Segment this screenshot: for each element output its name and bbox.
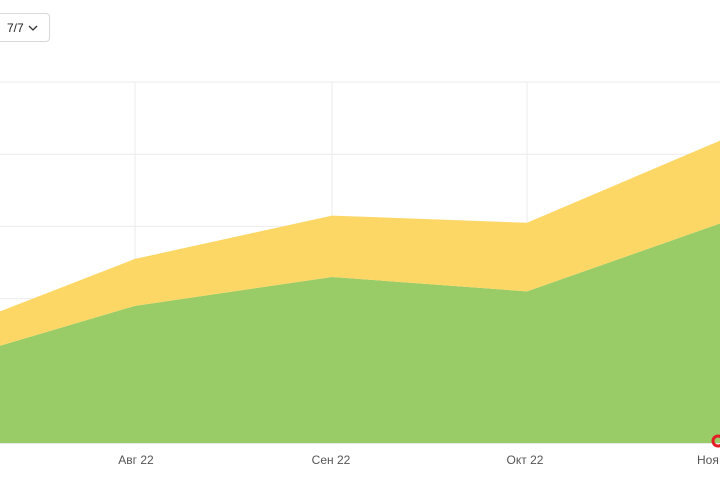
series-area-yellow bbox=[0, 140, 720, 346]
series-selector-label: 7/7 bbox=[7, 20, 24, 35]
x-axis-ticks: Авг 22 Сен 22 Окт 22 Ноя bbox=[118, 453, 719, 467]
x-tick-label: Сен 22 bbox=[312, 453, 351, 467]
red-marker-icon bbox=[711, 434, 720, 448]
chevron-down-icon bbox=[28, 25, 38, 31]
x-tick-label: Ноя bbox=[697, 453, 719, 467]
series-selector-button[interactable]: 7/7 bbox=[0, 13, 50, 42]
series-area-green bbox=[0, 223, 720, 443]
series-areas bbox=[0, 140, 720, 443]
x-tick-label: Окт 22 bbox=[507, 453, 544, 467]
x-tick-label: Авг 22 bbox=[118, 453, 154, 467]
